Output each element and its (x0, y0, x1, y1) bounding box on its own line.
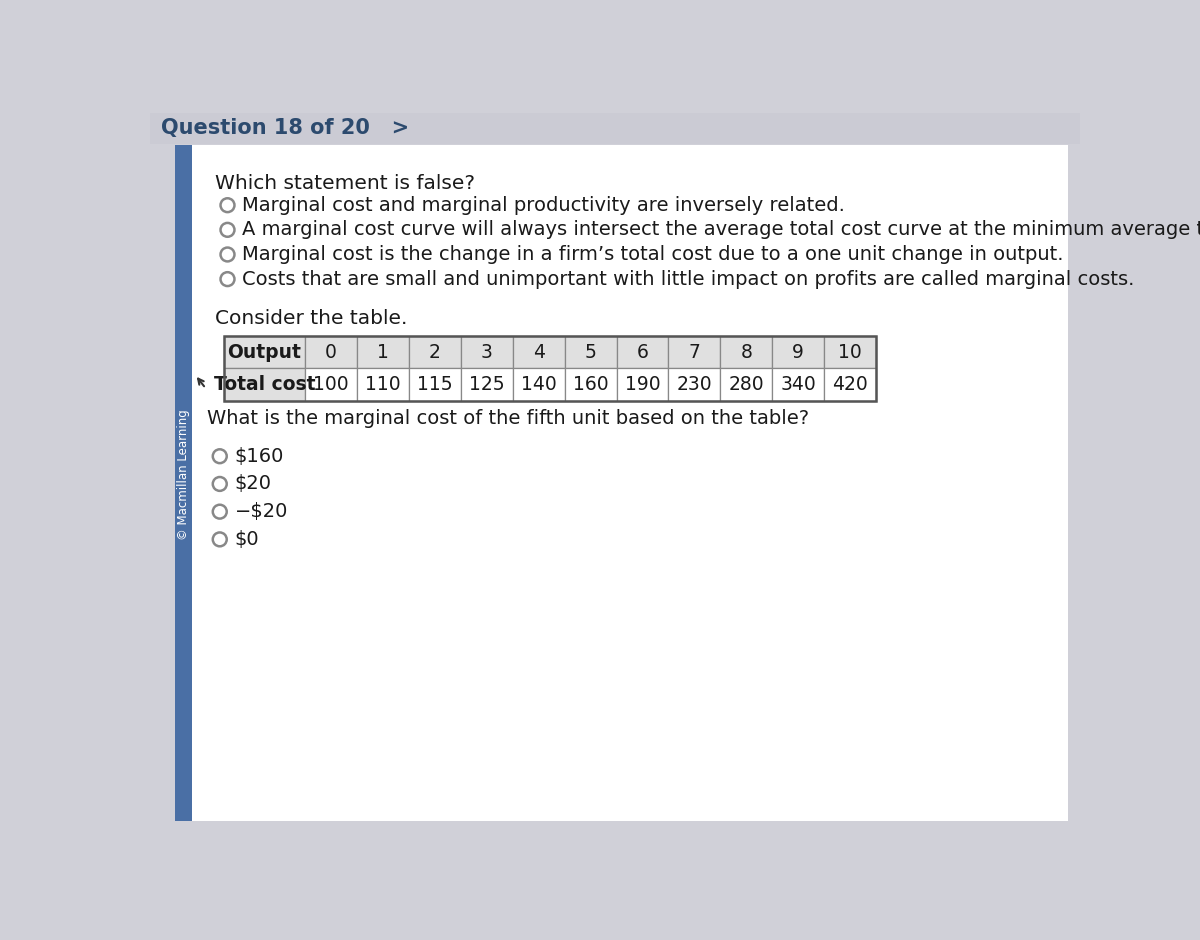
FancyBboxPatch shape (461, 337, 512, 368)
FancyBboxPatch shape (409, 368, 461, 400)
Text: Consider the table.: Consider the table. (215, 309, 408, 328)
Text: 110: 110 (365, 375, 401, 394)
Text: $20: $20 (234, 475, 271, 494)
Text: 7: 7 (689, 343, 701, 362)
FancyBboxPatch shape (773, 337, 824, 368)
Text: 280: 280 (728, 375, 764, 394)
Text: −$20: −$20 (234, 502, 288, 521)
FancyBboxPatch shape (565, 368, 617, 400)
Text: Question 18 of 20   >: Question 18 of 20 > (161, 118, 409, 138)
FancyBboxPatch shape (617, 368, 668, 400)
FancyBboxPatch shape (175, 145, 1068, 822)
Text: 5: 5 (584, 343, 596, 362)
FancyBboxPatch shape (461, 368, 512, 400)
Text: 340: 340 (780, 375, 816, 394)
Text: Marginal cost is the change in a firm’s total cost due to a one unit change in o: Marginal cost is the change in a firm’s … (242, 245, 1063, 264)
Text: 160: 160 (572, 375, 608, 394)
FancyBboxPatch shape (409, 337, 461, 368)
Text: 140: 140 (521, 375, 557, 394)
FancyBboxPatch shape (668, 368, 720, 400)
Text: 2: 2 (428, 343, 440, 362)
Text: 4: 4 (533, 343, 545, 362)
FancyBboxPatch shape (720, 368, 773, 400)
Text: Total cost: Total cost (214, 375, 316, 394)
Text: 125: 125 (469, 375, 504, 394)
Text: 10: 10 (839, 343, 862, 362)
FancyBboxPatch shape (175, 145, 192, 822)
Text: 420: 420 (833, 375, 868, 394)
FancyBboxPatch shape (824, 368, 876, 400)
Text: 115: 115 (418, 375, 452, 394)
Text: 230: 230 (677, 375, 713, 394)
FancyBboxPatch shape (150, 113, 1080, 837)
Text: 1: 1 (377, 343, 389, 362)
FancyBboxPatch shape (512, 368, 565, 400)
Text: Costs that are small and unimportant with little impact on profits are called ma: Costs that are small and unimportant wit… (242, 270, 1135, 289)
Text: Which statement is false?: Which statement is false? (215, 175, 475, 194)
FancyBboxPatch shape (356, 337, 409, 368)
Text: What is the marginal cost of the fifth unit based on the table?: What is the marginal cost of the fifth u… (208, 409, 810, 429)
FancyBboxPatch shape (512, 337, 565, 368)
FancyBboxPatch shape (668, 337, 720, 368)
FancyBboxPatch shape (223, 368, 305, 400)
Text: 100: 100 (313, 375, 349, 394)
FancyBboxPatch shape (565, 337, 617, 368)
Text: 6: 6 (636, 343, 648, 362)
FancyBboxPatch shape (305, 368, 356, 400)
FancyBboxPatch shape (720, 337, 773, 368)
Text: 8: 8 (740, 343, 752, 362)
FancyBboxPatch shape (223, 337, 305, 368)
FancyBboxPatch shape (617, 337, 668, 368)
Text: 3: 3 (481, 343, 493, 362)
Text: © Macmillan Learning: © Macmillan Learning (176, 409, 190, 540)
Text: 190: 190 (625, 375, 660, 394)
FancyBboxPatch shape (773, 368, 824, 400)
Text: Output: Output (227, 343, 301, 362)
Text: $160: $160 (234, 446, 284, 465)
Text: $0: $0 (234, 530, 259, 549)
FancyBboxPatch shape (824, 337, 876, 368)
Text: 0: 0 (325, 343, 337, 362)
FancyBboxPatch shape (305, 337, 356, 368)
FancyBboxPatch shape (356, 368, 409, 400)
Text: A marginal cost curve will always intersect the average total cost curve at the : A marginal cost curve will always inters… (242, 220, 1200, 240)
Text: Marginal cost and marginal productivity are inversely related.: Marginal cost and marginal productivity … (242, 196, 845, 214)
Text: 9: 9 (792, 343, 804, 362)
FancyBboxPatch shape (150, 113, 1080, 144)
